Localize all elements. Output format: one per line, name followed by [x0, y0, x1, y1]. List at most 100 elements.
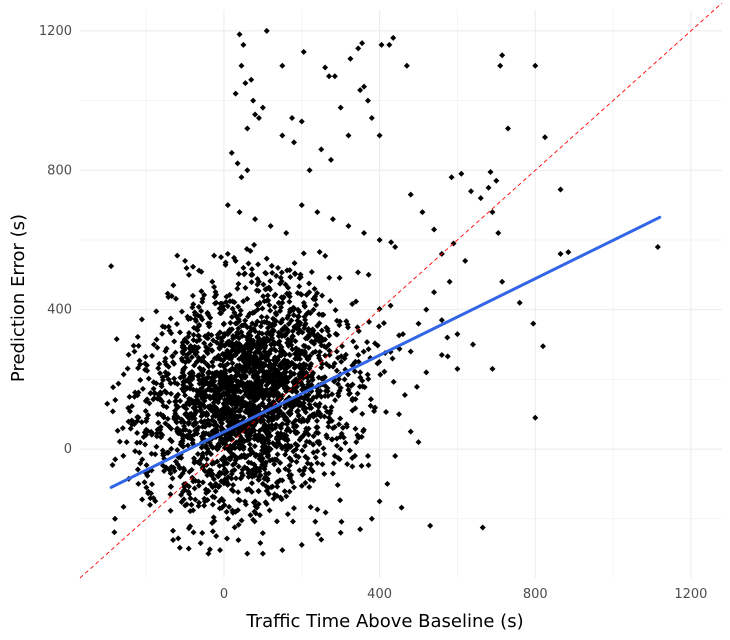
data-point	[147, 390, 154, 397]
data-point	[285, 418, 292, 425]
data-point	[190, 478, 197, 485]
data-point	[654, 243, 661, 250]
data-point	[238, 174, 245, 181]
data-point	[265, 350, 272, 357]
data-point	[307, 504, 314, 511]
data-point	[296, 417, 303, 424]
data-point	[302, 479, 309, 486]
data-point	[285, 342, 292, 349]
data-point	[212, 488, 219, 495]
data-point	[249, 309, 256, 316]
data-point	[240, 41, 247, 48]
data-point	[263, 382, 270, 389]
data-point	[148, 450, 155, 457]
data-point	[184, 433, 191, 440]
data-point	[201, 431, 208, 438]
data-point	[245, 429, 252, 436]
data-point	[234, 388, 241, 395]
data-point	[220, 480, 227, 487]
data-point	[326, 414, 333, 421]
data-point	[189, 375, 196, 382]
data-point	[489, 209, 496, 216]
data-point	[380, 320, 387, 327]
data-point	[251, 443, 258, 450]
data-point	[230, 388, 237, 395]
data-point	[272, 309, 279, 316]
data-point	[338, 518, 345, 525]
data-point	[217, 300, 224, 307]
data-point	[191, 485, 198, 492]
data-point	[206, 323, 213, 330]
data-point	[321, 451, 328, 458]
data-point	[153, 308, 160, 315]
data-point	[261, 466, 268, 473]
data-point	[353, 298, 360, 305]
data-point	[120, 503, 127, 510]
data-point	[134, 333, 141, 340]
data-point	[329, 470, 336, 477]
data-point	[288, 404, 295, 411]
data-point	[238, 470, 245, 477]
data-point	[155, 419, 162, 426]
data-point	[312, 296, 319, 303]
data-point	[183, 265, 190, 272]
data-point	[156, 360, 163, 367]
data-point	[365, 462, 372, 469]
data-point	[124, 365, 131, 372]
data-point	[216, 498, 223, 505]
data-point	[431, 289, 438, 296]
data-point	[201, 397, 208, 404]
data-point	[281, 488, 288, 495]
data-point	[207, 406, 214, 413]
data-point	[138, 316, 145, 323]
data-point	[306, 365, 313, 372]
data-point	[280, 359, 287, 366]
data-point	[126, 408, 133, 415]
data-point	[257, 323, 264, 330]
data-point	[205, 346, 212, 353]
data-point	[358, 462, 365, 469]
data-point	[263, 500, 270, 507]
data-point	[319, 311, 326, 318]
data-point	[306, 280, 313, 287]
data-point	[173, 402, 180, 409]
data-point	[222, 261, 229, 268]
data-point	[204, 361, 211, 368]
data-point	[187, 385, 194, 392]
y-tick-label: 800	[47, 163, 72, 178]
data-point	[301, 313, 308, 320]
data-point	[287, 273, 294, 280]
data-point	[334, 354, 341, 361]
data-point	[283, 325, 290, 332]
data-point	[177, 329, 184, 336]
data-point	[296, 321, 303, 328]
data-point	[235, 346, 242, 353]
data-point	[239, 352, 246, 359]
data-point	[353, 344, 360, 351]
data-point	[198, 406, 205, 413]
data-point	[300, 48, 307, 55]
data-point	[247, 332, 254, 339]
data-point	[235, 439, 242, 446]
data-point	[246, 441, 253, 448]
data-point	[217, 547, 224, 554]
data-point	[248, 480, 255, 487]
data-point	[337, 497, 344, 504]
x-tick-label: 800	[523, 587, 548, 602]
data-point	[237, 307, 244, 314]
data-point	[199, 454, 206, 461]
data-point	[346, 447, 353, 454]
data-point	[247, 512, 254, 519]
y-tick-label: 0	[64, 442, 72, 457]
data-point	[218, 254, 225, 261]
data-point	[296, 283, 303, 290]
data-point	[254, 276, 261, 283]
data-point	[260, 361, 267, 368]
data-point	[320, 374, 327, 381]
data-point	[178, 355, 185, 362]
data-point	[407, 428, 414, 435]
data-point	[283, 376, 290, 383]
data-point	[407, 348, 414, 355]
data-point	[479, 524, 486, 531]
x-tick-label: 1200	[674, 587, 707, 602]
